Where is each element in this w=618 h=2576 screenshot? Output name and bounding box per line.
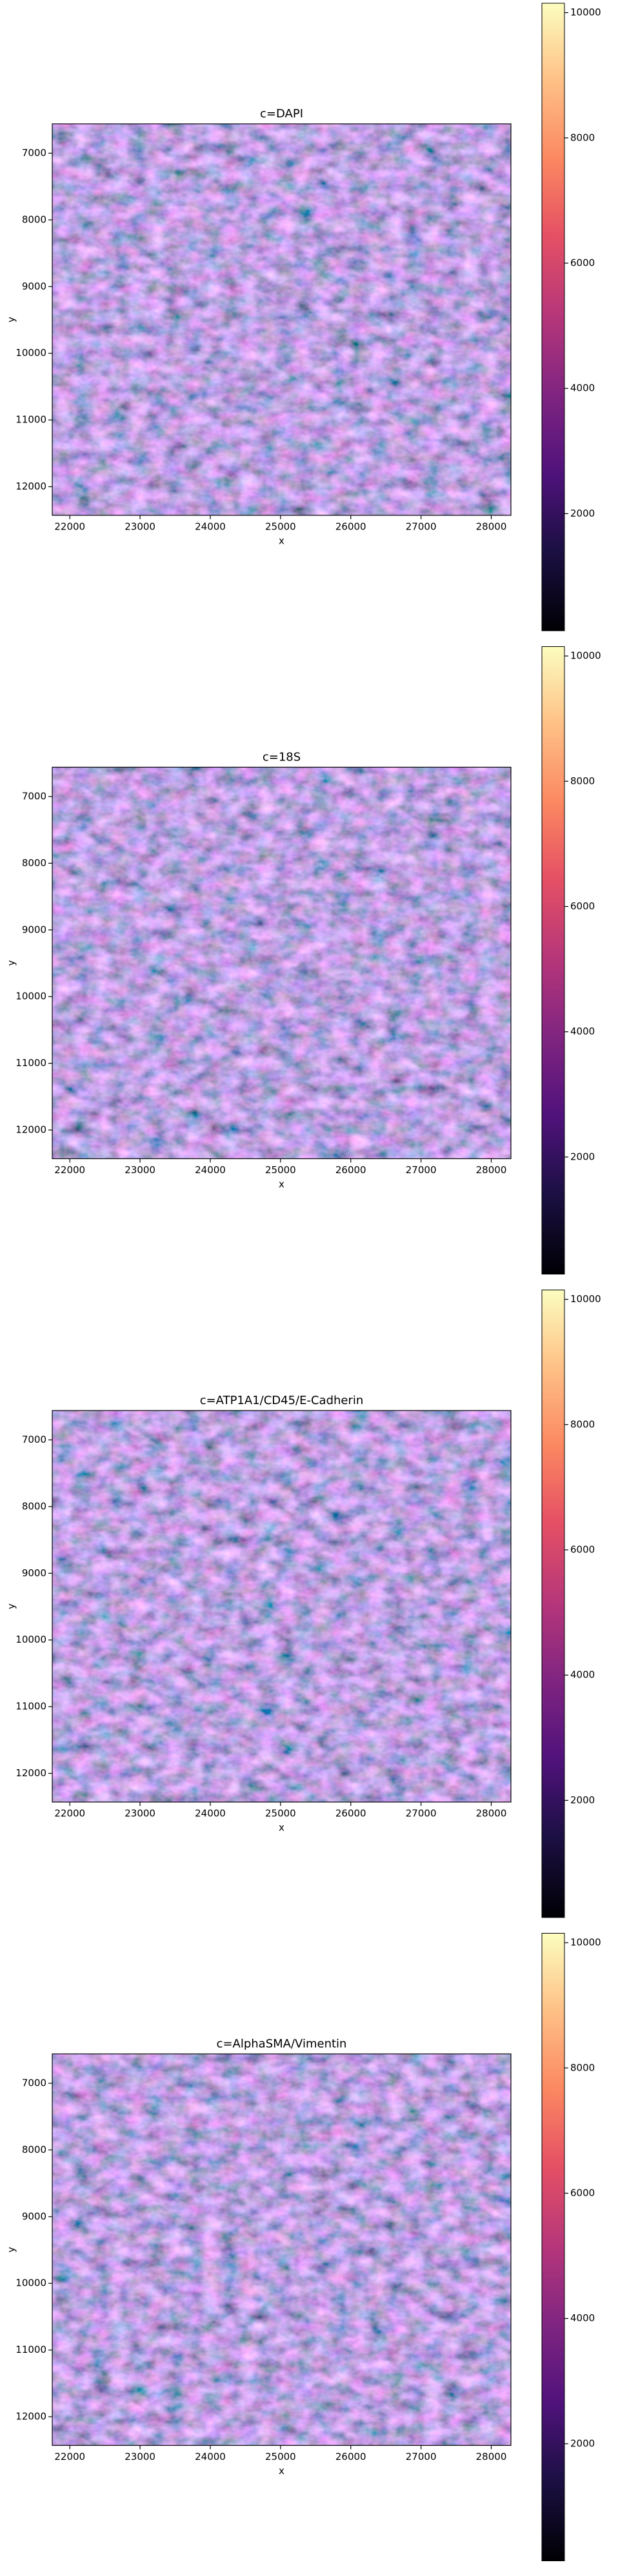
y-tick-label: 11000 [15,414,46,426]
colorbar [541,3,565,631]
y-tick-label: 7000 [22,790,46,802]
tissue-image [52,767,511,1159]
colorbar [541,1289,565,1918]
y-tick-label: 9000 [22,924,46,935]
x-tick-label: 23000 [125,521,155,533]
y-axis-label: y [6,2246,17,2252]
x-tick-label: 27000 [406,521,437,533]
y-tick-label: 12000 [15,2411,46,2422]
y-tick-label: 11000 [15,1057,46,1069]
colorbar-tick-label: 4000 [570,1025,595,1037]
y-tick-label: 10000 [15,347,46,359]
x-axis-label: x [279,2465,284,2477]
colorbar [541,1933,565,2561]
x-tick-label: 24000 [195,2451,226,2462]
y-tick-label: 12000 [15,1767,46,1779]
x-tick-label: 28000 [476,1164,507,1176]
x-tick-label: 25000 [265,2451,296,2462]
colorbar-tick-label: 6000 [570,2187,595,2199]
colorbar-tick-label: 10000 [570,1937,601,1948]
x-tick-label: 24000 [195,1808,226,1819]
colorbar-tick-label: 2000 [570,508,595,519]
axes-frame [52,2053,512,2446]
y-tick-label: 10000 [15,2277,46,2289]
colorbar-tick-label: 8000 [570,2062,595,2074]
x-tick-label: 24000 [195,1164,226,1176]
colorbar-tick-label: 6000 [570,257,595,268]
axes-frame [52,1410,512,1803]
x-tick-label: 27000 [406,1808,437,1819]
x-tick-label: 27000 [406,2451,437,2462]
colorbar-tick-label: 10000 [570,1293,601,1305]
x-tick-label: 25000 [265,521,296,533]
x-tick-label: 26000 [335,2451,366,2462]
colorbar-tick-label: 6000 [570,1543,595,1555]
colorbar [541,646,565,1274]
colorbar-tick-label: 2000 [570,1794,595,1806]
colorbar-tick-label: 8000 [570,775,595,787]
x-tick-label: 26000 [335,1808,366,1819]
y-axis-label: y [6,317,17,322]
tissue-image [52,1411,511,1802]
y-tick-label: 8000 [22,213,46,225]
y-tick-label: 8000 [22,2144,46,2155]
axes-frame [52,123,512,516]
y-tick-label: 9000 [22,2210,46,2222]
x-tick-label: 24000 [195,521,226,533]
x-axis-label: x [279,1178,284,1190]
x-tick-label: 23000 [125,2451,155,2462]
colorbar-tick-label: 2000 [570,2437,595,2449]
axes-frame [52,766,512,1160]
x-tick-label: 27000 [406,1164,437,1176]
colorbar-tick-label: 4000 [570,1669,595,1681]
x-tick-label: 22000 [54,1164,85,1176]
panel-title: c=ATP1A1/CD45/E-Cadherin [200,1394,364,1407]
x-tick-label: 28000 [476,1808,507,1819]
colorbar-tick-label: 8000 [570,132,595,143]
x-tick-label: 25000 [265,1164,296,1176]
x-tick-label: 22000 [54,521,85,533]
panel-title: c=DAPI [260,107,303,121]
y-tick-label: 9000 [22,1567,46,1579]
tissue-image [52,124,511,515]
x-tick-label: 22000 [54,2451,85,2462]
colorbar-tick-label: 2000 [570,1151,595,1162]
x-tick-label: 25000 [265,1808,296,1819]
y-tick-label: 11000 [15,2344,46,2355]
x-tick-label: 26000 [335,1164,366,1176]
x-tick-label: 28000 [476,2451,507,2462]
y-tick-label: 9000 [22,281,46,292]
x-tick-label: 26000 [335,521,366,533]
colorbar-tick-label: 6000 [570,900,595,912]
colorbar-tick-label: 4000 [570,2312,595,2324]
y-tick-label: 12000 [15,481,46,492]
y-tick-label: 10000 [15,1634,46,1645]
colorbar-tick-label: 10000 [570,650,601,662]
x-tick-label: 23000 [125,1808,155,1819]
y-tick-label: 7000 [22,1434,46,1445]
colorbar-tick-label: 10000 [570,6,601,18]
y-axis-label: y [6,960,17,966]
panel-title: c=18S [263,751,301,764]
x-axis-label: x [279,535,284,547]
y-tick-label: 7000 [22,147,46,159]
x-axis-label: x [279,1822,284,1834]
x-tick-label: 23000 [125,1164,155,1176]
panel-title: c=AlphaSMA/Vimentin [217,2037,347,2051]
y-tick-label: 8000 [22,1500,46,1512]
y-tick-label: 12000 [15,1124,46,1136]
y-tick-label: 7000 [22,2077,46,2088]
y-tick-label: 8000 [22,857,46,869]
x-tick-label: 28000 [476,521,507,533]
colorbar-tick-label: 8000 [570,1418,595,1430]
y-tick-label: 10000 [15,991,46,1002]
x-tick-label: 22000 [54,1808,85,1819]
y-tick-label: 11000 [15,1701,46,1712]
y-axis-label: y [6,1603,17,1609]
colorbar-tick-label: 4000 [570,382,595,394]
tissue-image [52,2054,511,2446]
